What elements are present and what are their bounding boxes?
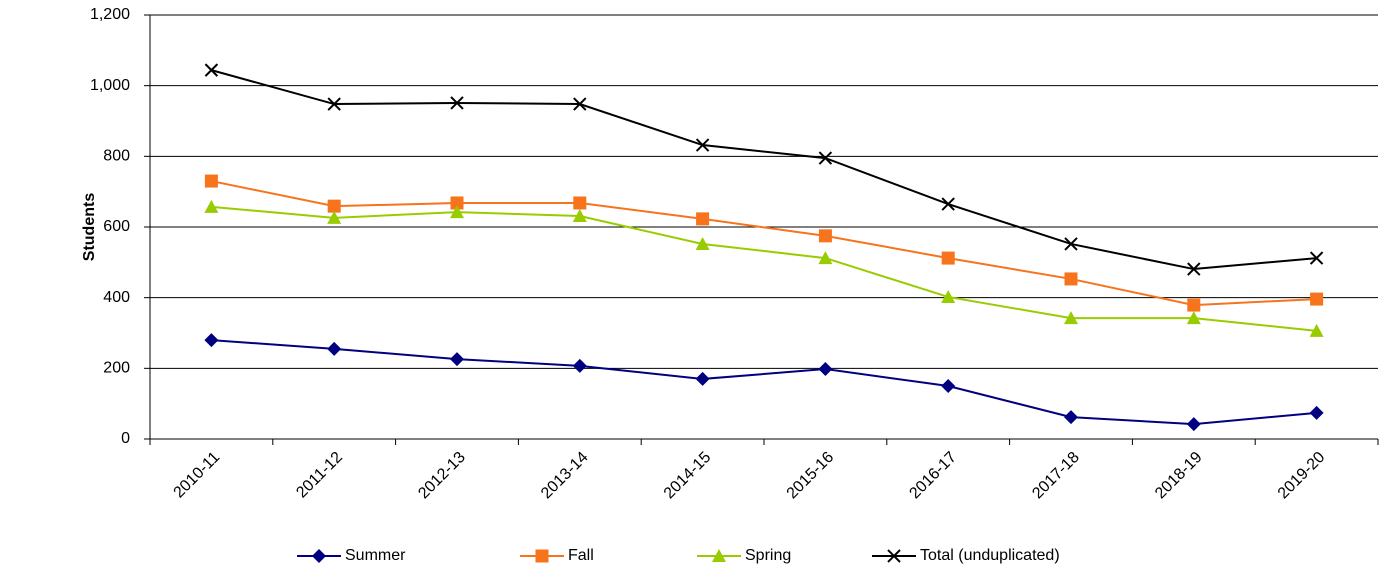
y-tick-label: 400 bbox=[103, 289, 130, 306]
legend-label: Summer bbox=[345, 547, 406, 564]
marker bbox=[1187, 298, 1201, 312]
marker bbox=[695, 371, 710, 386]
marker bbox=[204, 63, 219, 77]
y-tick-label: 1,000 bbox=[90, 77, 130, 94]
line bbox=[211, 180, 1317, 307]
legend-marker bbox=[712, 549, 726, 562]
marker bbox=[941, 289, 956, 303]
legend-marker bbox=[887, 549, 901, 563]
marker bbox=[941, 379, 956, 393]
marker bbox=[204, 174, 218, 188]
marker bbox=[1186, 311, 1201, 325]
marker bbox=[1064, 410, 1078, 425]
y-tick-label: 200 bbox=[103, 360, 130, 377]
marker bbox=[450, 205, 464, 219]
y-tick-label: 1,200 bbox=[90, 6, 130, 23]
marker bbox=[818, 251, 833, 265]
marker bbox=[1064, 272, 1078, 286]
marker bbox=[450, 96, 464, 110]
marker bbox=[1309, 251, 1324, 265]
y-tick-label: 0 bbox=[121, 430, 130, 447]
x-tick-label: 2016-17 bbox=[906, 449, 960, 503]
line bbox=[211, 69, 1317, 271]
legend-label: Fall bbox=[568, 547, 594, 564]
marker bbox=[450, 352, 464, 367]
x-tick-label: 2018-19 bbox=[1152, 449, 1206, 503]
marker bbox=[204, 333, 219, 348]
x-tick-label: 2015-16 bbox=[784, 449, 838, 503]
y-tick-label: 800 bbox=[103, 148, 130, 165]
legend-marker bbox=[535, 549, 549, 563]
line bbox=[211, 205, 1317, 332]
legend-marker bbox=[312, 549, 326, 563]
marker bbox=[327, 97, 341, 111]
marker bbox=[573, 97, 587, 111]
marker bbox=[1310, 292, 1324, 306]
marker bbox=[941, 251, 955, 265]
marker bbox=[1309, 405, 1324, 420]
marker bbox=[572, 358, 587, 373]
x-tick-label: 2011-12 bbox=[293, 449, 346, 502]
marker bbox=[818, 362, 833, 377]
y-axis-label: Students bbox=[81, 193, 98, 262]
marker bbox=[573, 196, 587, 210]
marker bbox=[327, 341, 342, 356]
legend-label: Total (unduplicated) bbox=[920, 547, 1060, 564]
marker bbox=[204, 199, 219, 213]
marker bbox=[450, 196, 464, 210]
x-tick-label: 2017-18 bbox=[1029, 449, 1083, 503]
marker bbox=[1186, 417, 1201, 432]
marker bbox=[572, 209, 587, 223]
marker bbox=[818, 229, 832, 243]
x-tick-label: 2014-15 bbox=[661, 449, 715, 503]
legend-label: Spring bbox=[745, 547, 791, 564]
marker bbox=[1064, 311, 1078, 325]
marker bbox=[327, 210, 342, 224]
marker bbox=[1064, 237, 1078, 251]
marker bbox=[1187, 262, 1201, 276]
marker bbox=[818, 151, 833, 165]
marker bbox=[695, 236, 710, 250]
marker bbox=[941, 197, 955, 211]
x-tick-label: 2013-14 bbox=[538, 449, 592, 503]
y-tick-label: 600 bbox=[103, 218, 130, 235]
marker bbox=[695, 138, 710, 152]
line bbox=[211, 339, 1317, 426]
marker bbox=[696, 212, 710, 226]
marker bbox=[1309, 323, 1324, 337]
x-tick-label: 2010-11 bbox=[171, 449, 224, 502]
x-tick-label: 2019-20 bbox=[1275, 449, 1329, 503]
marker bbox=[327, 199, 341, 213]
x-tick-label: 2012-13 bbox=[415, 449, 469, 503]
